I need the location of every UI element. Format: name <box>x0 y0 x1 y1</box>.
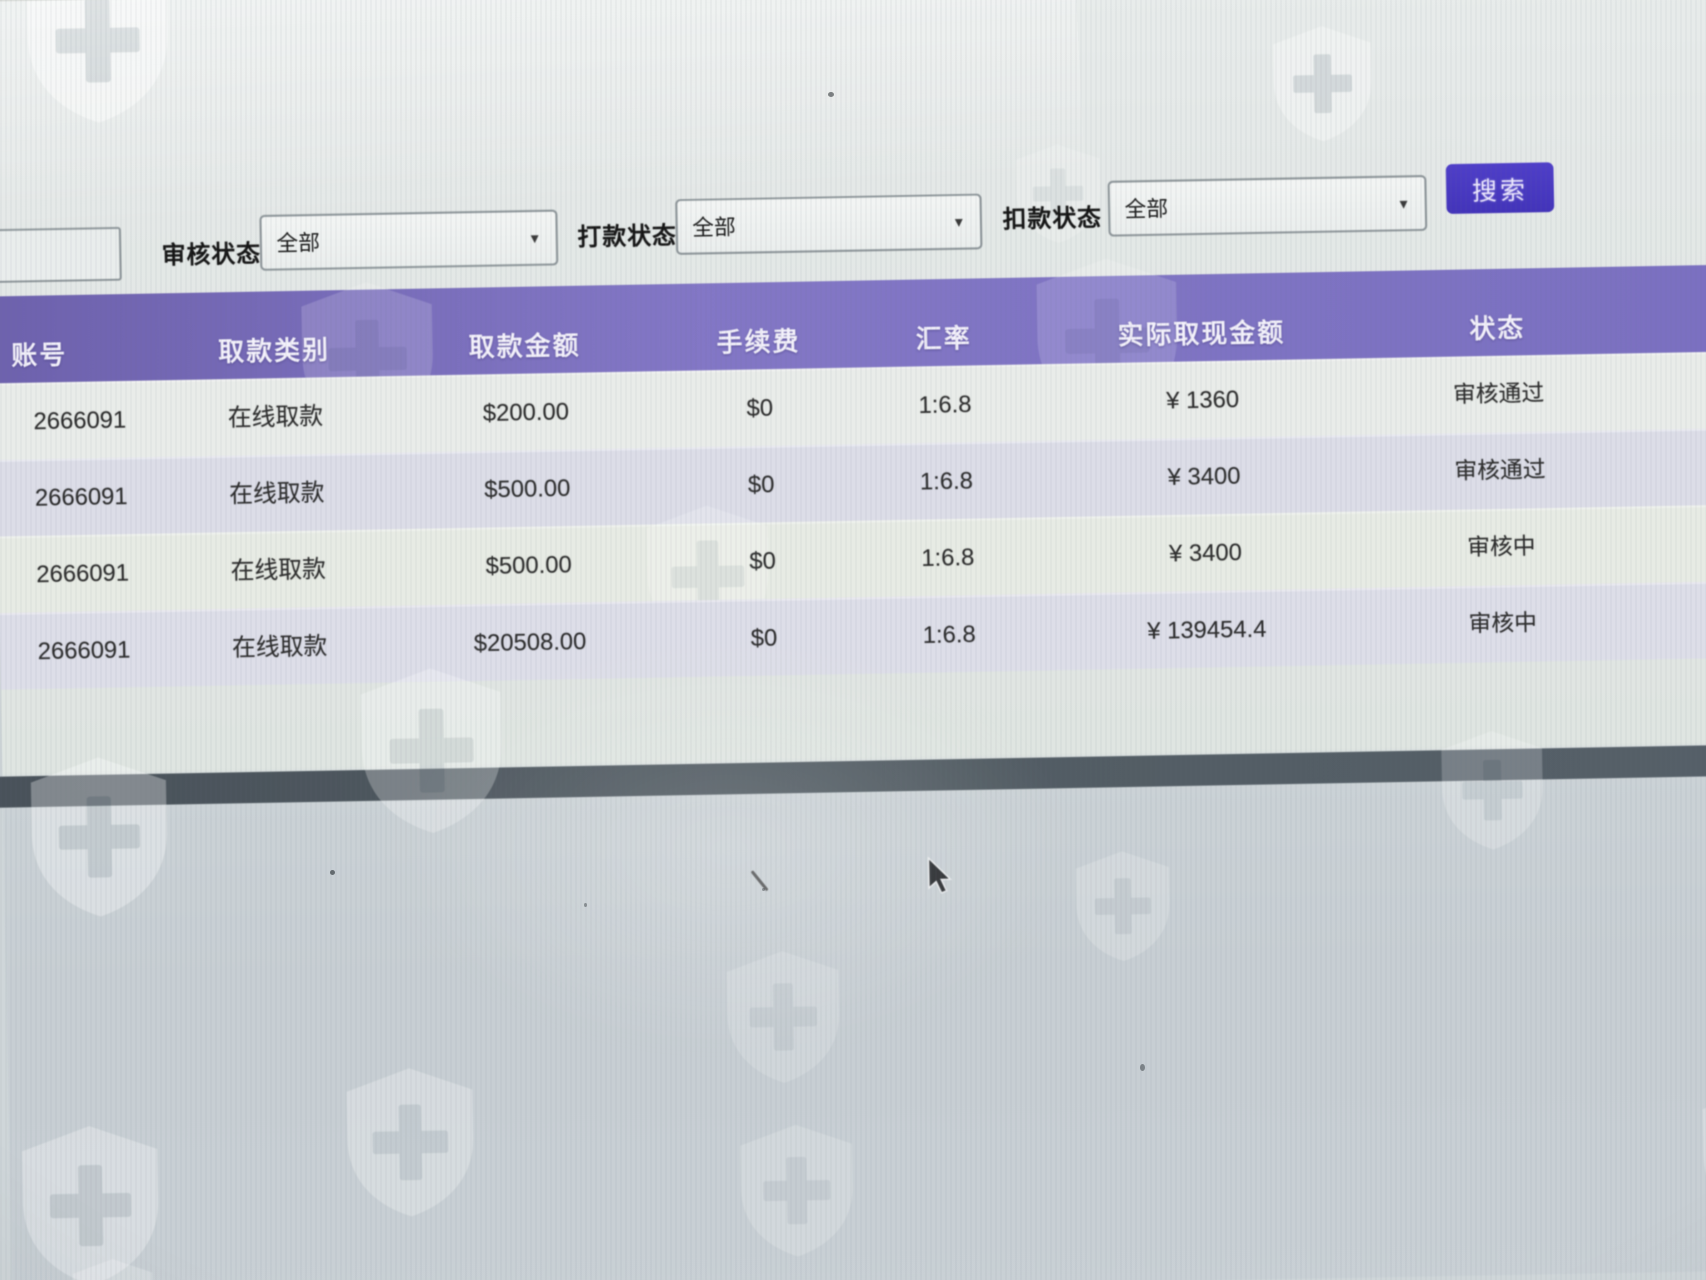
cell-actual-amount: ¥ 3400 <box>1168 538 1243 567</box>
cell-withdraw-type: 在线取款 <box>227 402 324 431</box>
column-header-withdraw-amount: 取款金额 <box>468 331 581 363</box>
chevron-down-icon: ▼ <box>1396 195 1411 212</box>
cell-withdraw-amount: $500.00 <box>485 550 572 580</box>
cell-actual-amount: ¥ 139454.4 <box>1147 614 1267 644</box>
deduction-status-label: 扣款状态 <box>1002 203 1103 233</box>
shield-watermark-icon <box>19 0 177 127</box>
cell-account: 2666091 <box>34 482 128 511</box>
shield-watermark-icon <box>1070 848 1176 964</box>
deduction-status-select[interactable]: 全部 ▼ <box>1107 174 1428 237</box>
payment-status-value: 全部 <box>692 215 736 241</box>
cell-account: 2666091 <box>33 405 127 435</box>
cell-actual-amount: ¥ 1360 <box>1165 385 1240 414</box>
cell-withdraw-type: 在线取款 <box>228 478 325 508</box>
cell-fee: $0 <box>750 623 778 652</box>
column-header-fee: 手续费 <box>716 327 801 358</box>
cell-account: 2666091 <box>36 558 130 588</box>
chevron-down-icon: ▼ <box>951 213 966 230</box>
shield-watermark-icon <box>720 948 847 1087</box>
shield-watermark-icon <box>1435 728 1549 853</box>
cell-account: 2666091 <box>37 635 131 665</box>
cell-actual-amount: ¥ 3400 <box>1167 461 1241 491</box>
column-header-withdraw-type: 取款类别 <box>218 335 331 367</box>
shield-watermark-icon <box>733 1121 860 1260</box>
shield-watermark-icon <box>339 1064 482 1221</box>
cell-rate: 1:6.8 <box>922 620 976 648</box>
chevron-down-icon: ▼ <box>527 229 542 246</box>
audit-status-select[interactable]: 全部 ▼ <box>259 209 559 271</box>
audit-status-label: 审核状态 <box>161 239 262 269</box>
audit-status-value: 全部 <box>276 231 321 257</box>
cell-status: 审核通过 <box>1454 456 1546 484</box>
cell-rate: 1:6.8 <box>921 543 975 572</box>
cell-fee: $0 <box>749 547 776 575</box>
cell-withdraw-amount: $500.00 <box>483 474 571 503</box>
cell-withdraw-type: 在线取款 <box>230 555 327 585</box>
column-header-status: 状态 <box>1469 313 1526 344</box>
search-button[interactable]: 搜索 <box>1445 162 1555 214</box>
mouse-cursor <box>925 856 957 896</box>
keyword-input[interactable] <box>0 226 122 284</box>
payment-status-label: 打款状态 <box>577 221 678 251</box>
shield-watermark-icon <box>23 753 176 921</box>
deduction-status-value: 全部 <box>1124 197 1169 222</box>
browser-bookmarks-bar: 腾讯视频 企鹅电竞 游戏中心 淘 爱淘宝 从 360安全浏览器 <box>0 0 1706 2</box>
column-header-actual-amount: 实际取现金额 <box>1117 318 1286 351</box>
shield-watermark-icon <box>1695 1083 1706 1233</box>
column-header-rate: 汇率 <box>915 324 972 355</box>
shield-watermark-icon <box>68 1256 158 1280</box>
payment-status-select[interactable]: 全部 ▼ <box>675 193 983 255</box>
cell-withdraw-amount: $200.00 <box>482 397 570 427</box>
cell-rate: 1:6.8 <box>919 466 974 495</box>
cell-fee: $0 <box>746 393 774 422</box>
pen-mark <box>750 870 769 892</box>
shield-watermark-icon <box>352 664 510 838</box>
cell-status: 审核中 <box>1468 609 1538 637</box>
shield-watermark-icon <box>1267 23 1378 145</box>
cell-status: 审核中 <box>1466 533 1536 561</box>
column-header-account: 账号 <box>11 340 68 371</box>
cell-rate: 1:6.8 <box>918 390 972 419</box>
cell-status: 审核通过 <box>1452 379 1545 408</box>
